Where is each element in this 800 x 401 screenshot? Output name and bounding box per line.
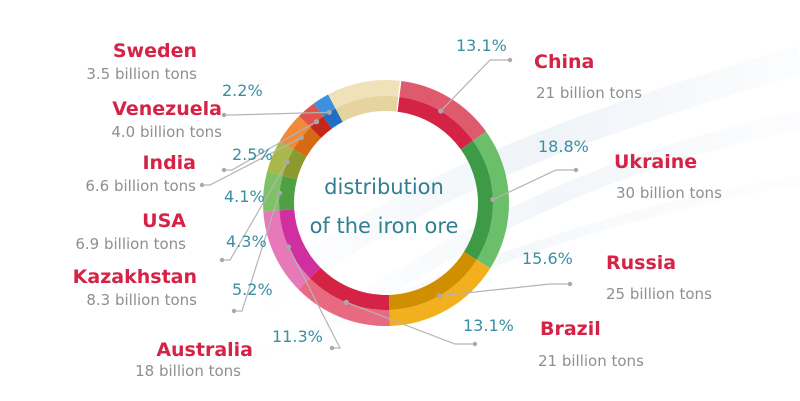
slice-outer-usa [267, 141, 294, 176]
label-sweden-percent: 2.2% [222, 81, 263, 100]
slice-inner-remainder [335, 96, 399, 122]
label-brazil-name: Brazil [540, 318, 601, 340]
slice-inner-brazil [309, 267, 390, 310]
slice-inner-kazakhstan [279, 175, 298, 211]
leader-sweden [221, 109, 332, 118]
label-australia-name: Australia [156, 339, 253, 361]
label-ukraine-amount: 30 billion tons [616, 184, 722, 202]
label-russia-amount: 25 billion tons [606, 285, 712, 303]
slice-outer-russia [389, 259, 491, 326]
center-title-line-2: of the iron ore [309, 214, 459, 238]
label-brazil-percent: 13.1% [463, 316, 514, 335]
label-china-percent: 13.1% [456, 36, 507, 55]
slice-outer-india [279, 116, 311, 150]
label-ukraine-percent: 18.8% [538, 137, 589, 156]
leader-kazakhstan [231, 190, 283, 314]
label-russia-name: Russia [606, 252, 677, 274]
slice-outer-australia [263, 210, 310, 290]
leader-brazil [343, 299, 478, 347]
slice-inner-usa [282, 149, 307, 180]
label-india-name: India [142, 152, 196, 174]
label-india-amount: 6.6 billion tons [85, 177, 196, 195]
slice-inner-venezuela [310, 116, 332, 138]
label-sweden-amount: 3.5 billion tons [86, 65, 197, 83]
leader-ukraine [490, 167, 579, 203]
slice-inner-russia [388, 251, 477, 310]
leader-china [438, 57, 513, 114]
label-kazakhstan-amount: 8.3 billion tons [86, 291, 197, 309]
label-venezuela-percent: 2.5% [232, 145, 273, 164]
slice-outer-remainder [328, 80, 400, 109]
label-usa-percent: 4.3% [226, 232, 267, 251]
leader-india [199, 135, 304, 188]
label-china-name: China [534, 51, 595, 73]
slice-inner-china [397, 96, 473, 150]
label-australia-percent: 11.3% [272, 327, 323, 346]
label-russia-percent: 15.6% [522, 249, 573, 268]
slice-outer-ukraine [472, 131, 509, 269]
leader-russia [436, 281, 573, 299]
label-china-amount: 21 billion tons [536, 84, 642, 102]
label-kazakhstan-name: Kazakhstan [72, 266, 197, 288]
label-india-percent: 4.1% [224, 187, 265, 206]
slice-inner-australia [279, 209, 321, 279]
center-title-line-1: distribution [324, 175, 444, 199]
label-sweden-name: Sweden [112, 40, 197, 62]
slice-outer-kazakhstan [263, 171, 283, 212]
label-usa-name: USA [142, 210, 186, 232]
label-usa-amount: 6.9 billion tons [75, 235, 186, 253]
leader-venezuela [221, 119, 320, 173]
slice-outer-venezuela [299, 103, 324, 128]
leader-australia [285, 244, 341, 351]
label-venezuela-amount: 4.0 billion tons [111, 123, 222, 141]
slice-inner-ukraine [460, 140, 493, 260]
leader-usa [219, 159, 290, 263]
label-venezuela-name: Venezuela [112, 98, 222, 120]
label-ukraine-name: Ukraine [614, 151, 698, 173]
label-kazakhstan-percent: 5.2% [232, 280, 273, 299]
label-brazil-amount: 21 billion tons [538, 352, 644, 370]
label-australia-amount: 18 billion tons [135, 362, 241, 380]
slice-inner-india [293, 127, 321, 157]
